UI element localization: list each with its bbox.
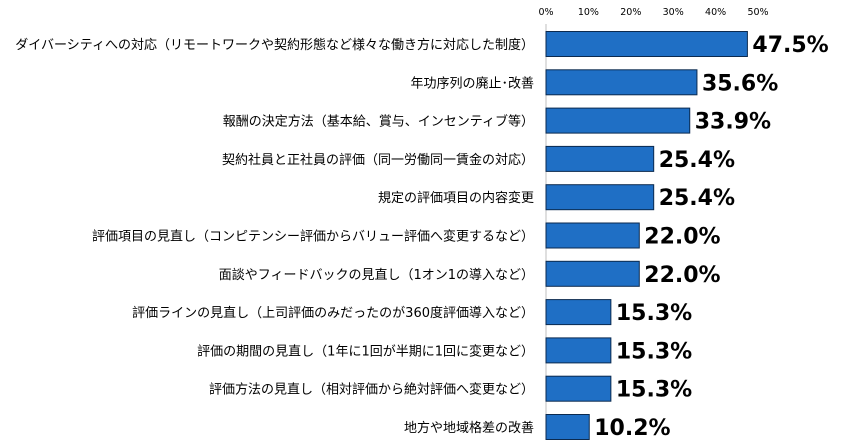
tick-label: 0% [538, 7, 553, 18]
bar [545, 375, 612, 402]
value-label: 10.2% [594, 416, 670, 441]
bar [545, 31, 748, 57]
bars [545, 31, 748, 440]
category-labels: ダイバーシティへの対応（リモートワークや契約形態など様々な働き方に対応した制度）… [15, 37, 534, 436]
category-label: 規定の評価項目の内容変更 [378, 190, 534, 206]
bar [545, 299, 612, 326]
value-label: 35.6% [702, 71, 778, 96]
value-label: 15.3% [616, 378, 692, 403]
tick-label: 30% [663, 7, 684, 18]
value-label: 33.9% [695, 110, 771, 135]
value-label: 25.4% [659, 148, 735, 173]
value-label: 22.0% [644, 263, 720, 288]
bar [545, 222, 640, 249]
category-label: 報酬の決定方法（基本給、賞与、インセンティブ等） [223, 114, 534, 130]
category-label: 評価の期間の見直し（1年に1回が半期に1回に変更など） [197, 343, 534, 359]
value-label: 25.4% [659, 186, 735, 211]
category-label: 評価項目の見直し（コンピテンシー評価からバリュー評価へ変更するなど） [92, 229, 534, 245]
bar [545, 337, 612, 364]
category-label: 評価ラインの見直し（上司評価のみだったのが360度評価導入など） [132, 305, 534, 321]
tick-label: 10% [578, 7, 599, 18]
value-label: 15.3% [616, 339, 692, 364]
value-label: 47.5% [752, 33, 828, 58]
tick-label: 20% [620, 7, 641, 18]
bar [545, 184, 655, 211]
value-labels: 47.5% 35.6% 33.9% 25.4% 25.4% 22.0% 22.0% 15.3%… [594, 33, 828, 441]
category-label: 地方や地域格差の改善 [404, 420, 534, 436]
bar [545, 107, 691, 134]
tick-label: 40% [705, 7, 726, 18]
category-label: ダイバーシティへの対応（リモートワークや契約形態など様々な働き方に対応した制度） [15, 37, 534, 53]
bar [545, 69, 698, 96]
value-label: 22.0% [644, 225, 720, 250]
category-label: 年功序列の廃止･改善 [410, 75, 534, 91]
bar [545, 260, 640, 287]
value-label: 15.3% [616, 301, 692, 326]
category-label: 評価方法の見直し（相対評価から絶対評価へ変更など） [209, 382, 534, 398]
x-axis: 0% 10% 20% 30% 40% 50% [538, 7, 768, 18]
category-label: 契約社員と正社員の評価（同一労働同一賃金の対応） [222, 152, 534, 168]
bar [545, 145, 655, 172]
bar [545, 414, 590, 440]
tick-label: 50% [747, 7, 768, 18]
category-label: 面談やフィードバックの見直し（1オン1の導入など） [219, 267, 534, 283]
